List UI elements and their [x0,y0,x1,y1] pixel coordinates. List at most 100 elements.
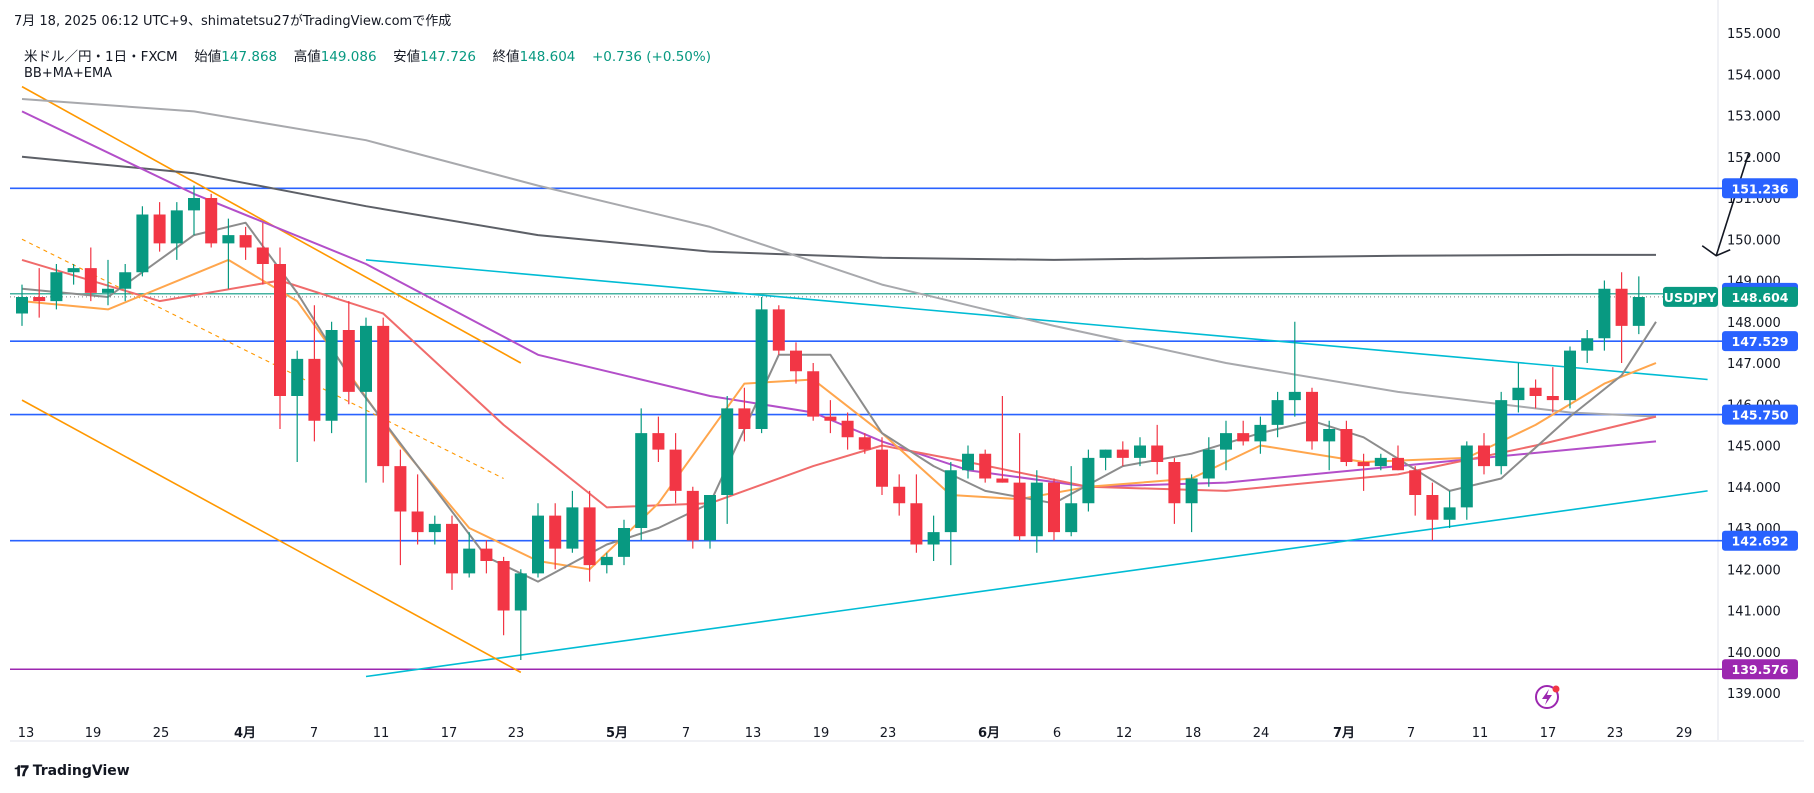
level-price-tag: 145.750 [1732,408,1789,423]
candle-body [1306,391,1318,442]
y-tick-label: 147.000 [1727,357,1781,372]
candle-body [446,523,458,574]
y-tick-label: 155.000 [1727,27,1781,42]
candle-body [721,408,734,495]
x-tick-label: 23 [880,726,897,741]
candle-body [962,453,974,471]
candle-body [738,408,751,429]
x-tick-label: 23 [1607,726,1624,741]
candle-body [291,358,304,396]
y-tick-label: 150.000 [1727,233,1781,248]
high-value: 149.086 [320,49,377,65]
x-tick-label: 12 [1116,726,1133,741]
indicator-legend[interactable]: BB+MA+EMA [24,66,113,81]
candle-body [1030,482,1043,537]
level-price-tag: 142.692 [1732,534,1789,549]
candle-body [1151,445,1164,462]
y-tick-label: 152.000 [1727,151,1781,166]
trendline [21,238,504,479]
last-price-tag-bg [1722,286,1798,307]
symbol-tag-bg [1663,286,1718,307]
candle-body [1237,433,1250,442]
moving-average-line [21,98,1657,418]
notification-dot [1552,685,1560,693]
moving-average-line [21,155,1656,261]
candle-body [170,210,183,244]
candle-body [1013,482,1026,537]
candle-body [1116,449,1129,458]
x-tick-label: 6月 [978,726,1000,741]
candle-body [944,470,957,533]
candle-body [16,297,28,314]
candle-body [1495,400,1508,467]
candle-body [67,268,80,273]
y-tick-label: 140.000 [1727,646,1781,661]
y-tick-label: 141.000 [1727,605,1781,620]
candle-body [1374,457,1387,467]
moving-average-line [21,221,1657,583]
candle-body [1185,478,1198,504]
candle-body [1564,350,1576,401]
candle-body [1426,495,1439,520]
candle-body [1288,391,1301,401]
x-tick-label: 17 [1540,726,1557,741]
candle-body [927,532,940,545]
x-tick-label: 19 [813,726,830,741]
candle-body [1048,482,1060,533]
candle-body [1340,429,1353,462]
candle-body [1392,457,1404,471]
candle-body [652,433,665,450]
brand-name: TradingView [32,763,130,779]
last-price-tag: 148.604 [1732,290,1789,305]
x-tick-label: 4月 [234,726,256,741]
change-value: +0.736 (+0.50%) [591,49,711,65]
chart-caption: 7月 18, 2025 06:12 UTC+9、shimatetsu27がTra… [14,14,452,29]
candle-body [153,214,166,244]
candle-body [635,433,648,528]
candle-body [532,515,544,574]
candle-body [394,466,407,512]
symbol-info-bar: 米ドル／円・1日・FXCM 始値147.868 高値149.086 安値147.… [24,45,711,65]
candle-body [618,528,630,557]
candle-body [480,548,493,561]
candle-body [411,511,424,533]
candle-body [1581,338,1594,351]
candle-body [1615,288,1628,326]
lightning-bolt-glyph [1542,689,1552,705]
candle-body [669,449,682,491]
brand-footer[interactable]: 𝟏𝟕 TradingView [14,762,130,780]
candle-body [1323,429,1336,442]
candle-body [342,330,355,392]
level-price-tag-bg [1722,178,1798,199]
candle-body [119,272,132,289]
level-price-tag: 151.236 [1732,181,1789,196]
close-value: 148.604 [519,49,576,65]
candle-body [463,548,476,574]
open-value: 147.868 [221,49,278,65]
y-tick-label: 144.000 [1727,481,1781,496]
candle-body [1409,470,1422,495]
candle-body [755,309,768,429]
candle-body [514,573,527,611]
low-label: 安値 [393,49,421,65]
candle-body [239,235,252,248]
x-tick-label: 18 [1185,726,1202,741]
high-label: 高値 [293,49,321,65]
symbol-name[interactable]: 米ドル／円・1日・FXCM [24,49,178,65]
x-tick-label: 5月 [606,726,628,741]
candle-body [428,523,441,533]
y-tick-label: 145.000 [1727,440,1781,455]
x-tick-label: 29 [1676,726,1693,741]
candle-body [497,561,510,611]
candle-body [308,358,321,421]
candle-body [704,495,716,541]
candle-body [325,330,338,421]
low-value: 147.726 [420,49,476,65]
candle-body [824,416,837,421]
x-tick-label: 17 [441,726,458,741]
candle-body [1134,445,1146,458]
candle-body [583,507,596,566]
trendline [365,259,1708,381]
level-price-tag-bg [1722,659,1798,680]
